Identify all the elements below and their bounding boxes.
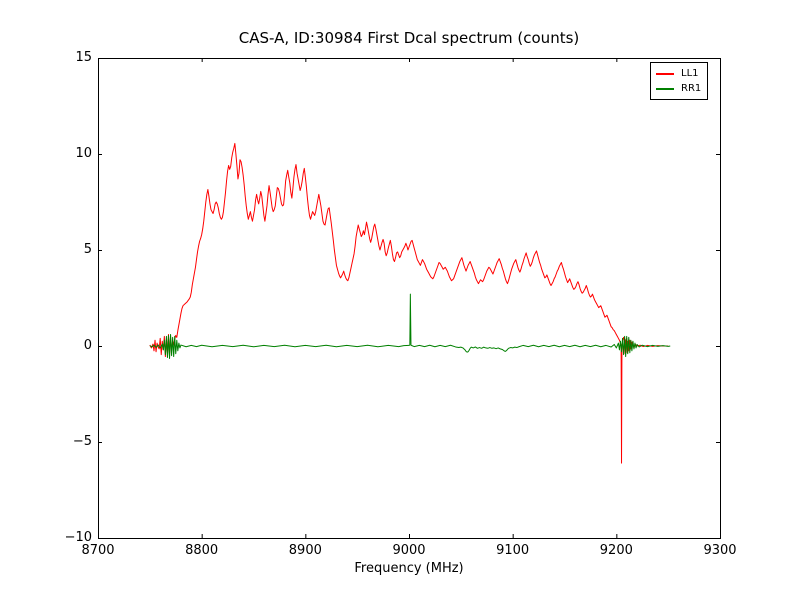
- x-tick-label: 8700: [81, 543, 115, 558]
- x-tick-label: 9200: [599, 543, 633, 558]
- legend-entry-rr1: RR1: [656, 81, 701, 96]
- y-tick-label: 0: [83, 338, 92, 353]
- x-tick-label: 9300: [703, 543, 737, 558]
- chart-title: CAS-A, ID:30984 First Dcal spectrum (cou…: [238, 29, 580, 47]
- x-axis-label: Frequency (MHz): [354, 561, 464, 576]
- x-tick-label: 9100: [496, 543, 530, 558]
- y-tick-label: 15: [75, 50, 92, 65]
- legend-entry-ll1: LL1: [656, 66, 701, 81]
- legend: LL1 RR1: [650, 62, 709, 100]
- legend-label-rr1: RR1: [681, 83, 702, 94]
- y-tick-label: −10: [64, 530, 92, 545]
- x-tick-label: 9000: [392, 543, 426, 558]
- rr1-line-icon: [656, 87, 674, 90]
- x-tick-label: 8900: [288, 543, 322, 558]
- y-tick-label: −5: [72, 434, 92, 449]
- ll1-line-icon: [656, 72, 674, 75]
- x-tick-label: 8800: [185, 543, 219, 558]
- legend-label-ll1: LL1: [681, 68, 699, 79]
- y-tick-label: 5: [83, 242, 92, 257]
- y-tick-label: 10: [75, 146, 92, 161]
